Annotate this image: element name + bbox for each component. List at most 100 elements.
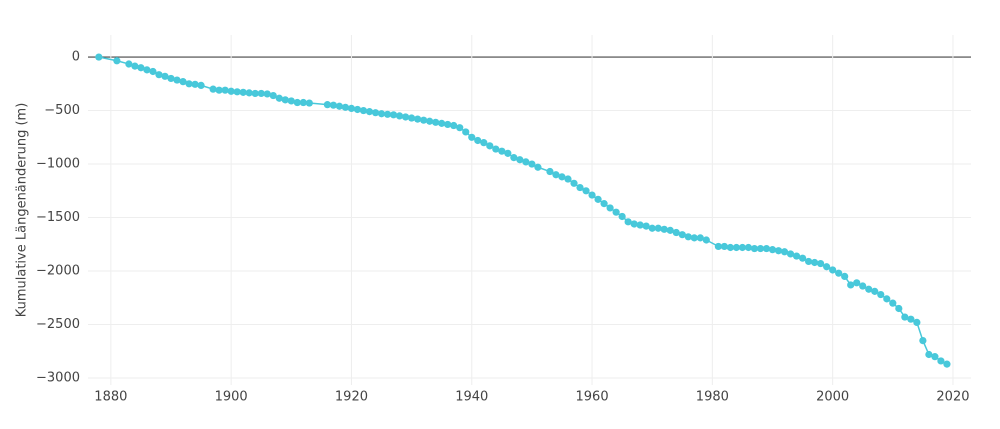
data-point	[408, 114, 416, 122]
data-point	[732, 243, 741, 252]
data-point	[630, 220, 638, 228]
data-point	[762, 244, 771, 253]
data-point	[414, 115, 422, 123]
data-point	[395, 112, 404, 120]
data-point	[275, 94, 283, 102]
y-tick-label: −3000	[36, 371, 80, 386]
data-point	[149, 67, 157, 76]
data-point	[528, 160, 536, 168]
data-point	[227, 87, 235, 95]
y-tick-label: −1500	[36, 210, 80, 225]
x-tick-label: 1980	[696, 390, 729, 405]
data-point	[450, 121, 458, 130]
data-point	[444, 120, 452, 129]
data-point	[877, 290, 885, 299]
data-point	[155, 71, 163, 79]
data-point	[558, 173, 566, 181]
data-point	[341, 103, 350, 111]
data-point	[377, 110, 386, 118]
data-point	[931, 353, 939, 361]
data-point	[570, 179, 578, 187]
data-point	[678, 231, 686, 239]
x-tick-label: 2020	[936, 390, 969, 405]
data-point	[420, 116, 428, 124]
y-tick-label: −1000	[36, 157, 80, 172]
data-point	[173, 76, 181, 84]
data-point	[859, 282, 867, 290]
data-point	[738, 243, 747, 252]
data-point	[221, 86, 229, 94]
data-point	[744, 243, 753, 252]
data-point	[636, 221, 644, 229]
data-point	[564, 175, 572, 183]
data-point	[359, 106, 368, 115]
data-point	[474, 136, 482, 145]
data-point	[901, 313, 909, 321]
y-tick-label: −2500	[36, 317, 80, 332]
data-point	[624, 218, 632, 226]
data-point	[432, 118, 440, 126]
data-point	[251, 89, 259, 98]
data-point	[179, 78, 187, 86]
data-point	[534, 163, 542, 171]
data-point	[804, 257, 813, 266]
data-point	[522, 158, 530, 166]
data-point	[426, 117, 434, 125]
data-point	[510, 154, 518, 162]
data-point	[919, 336, 927, 345]
y-tick-label: 0	[72, 50, 80, 65]
data-point	[185, 80, 193, 88]
data-point	[756, 244, 765, 253]
data-point	[606, 204, 614, 212]
data-point	[768, 246, 777, 254]
data-point	[233, 88, 241, 96]
data-point	[937, 357, 945, 365]
data-point	[696, 234, 704, 242]
data-point	[588, 191, 596, 199]
data-point	[780, 248, 789, 256]
data-point	[582, 187, 590, 195]
data-point	[612, 208, 620, 216]
data-point	[131, 62, 139, 70]
data-point	[498, 147, 506, 155]
data-point	[750, 244, 759, 253]
data-point	[95, 53, 103, 61]
data-point	[666, 226, 674, 234]
y-tick-label: −500	[44, 103, 80, 118]
y-tick-label: −2000	[36, 264, 80, 279]
data-point	[287, 97, 295, 105]
data-point	[353, 105, 362, 114]
data-point	[618, 212, 626, 221]
data-point	[191, 80, 199, 88]
data-point	[546, 167, 554, 176]
data-point	[329, 101, 338, 109]
data-point	[161, 72, 169, 80]
data-point	[456, 124, 464, 132]
data-point	[480, 139, 488, 147]
x-tick-label: 1920	[335, 390, 368, 405]
data-point	[889, 299, 897, 307]
data-point	[654, 224, 662, 232]
x-tick-label: 1880	[94, 390, 127, 405]
data-point	[299, 98, 307, 107]
data-point	[660, 225, 668, 233]
data-point	[786, 250, 795, 258]
data-point	[726, 243, 735, 252]
data-point	[702, 236, 710, 244]
data-point	[401, 113, 410, 121]
data-point	[492, 145, 500, 153]
data-point	[504, 149, 512, 157]
data-point	[516, 156, 524, 164]
data-point	[720, 242, 728, 251]
x-tick-label: 1900	[215, 390, 248, 405]
data-point	[913, 318, 921, 327]
data-point	[841, 272, 849, 280]
data-point	[648, 224, 656, 232]
data-point	[823, 263, 831, 271]
data-point	[293, 98, 301, 107]
data-point	[125, 60, 133, 68]
data-point	[486, 142, 494, 150]
data-point	[347, 104, 356, 113]
data-point	[462, 128, 470, 136]
